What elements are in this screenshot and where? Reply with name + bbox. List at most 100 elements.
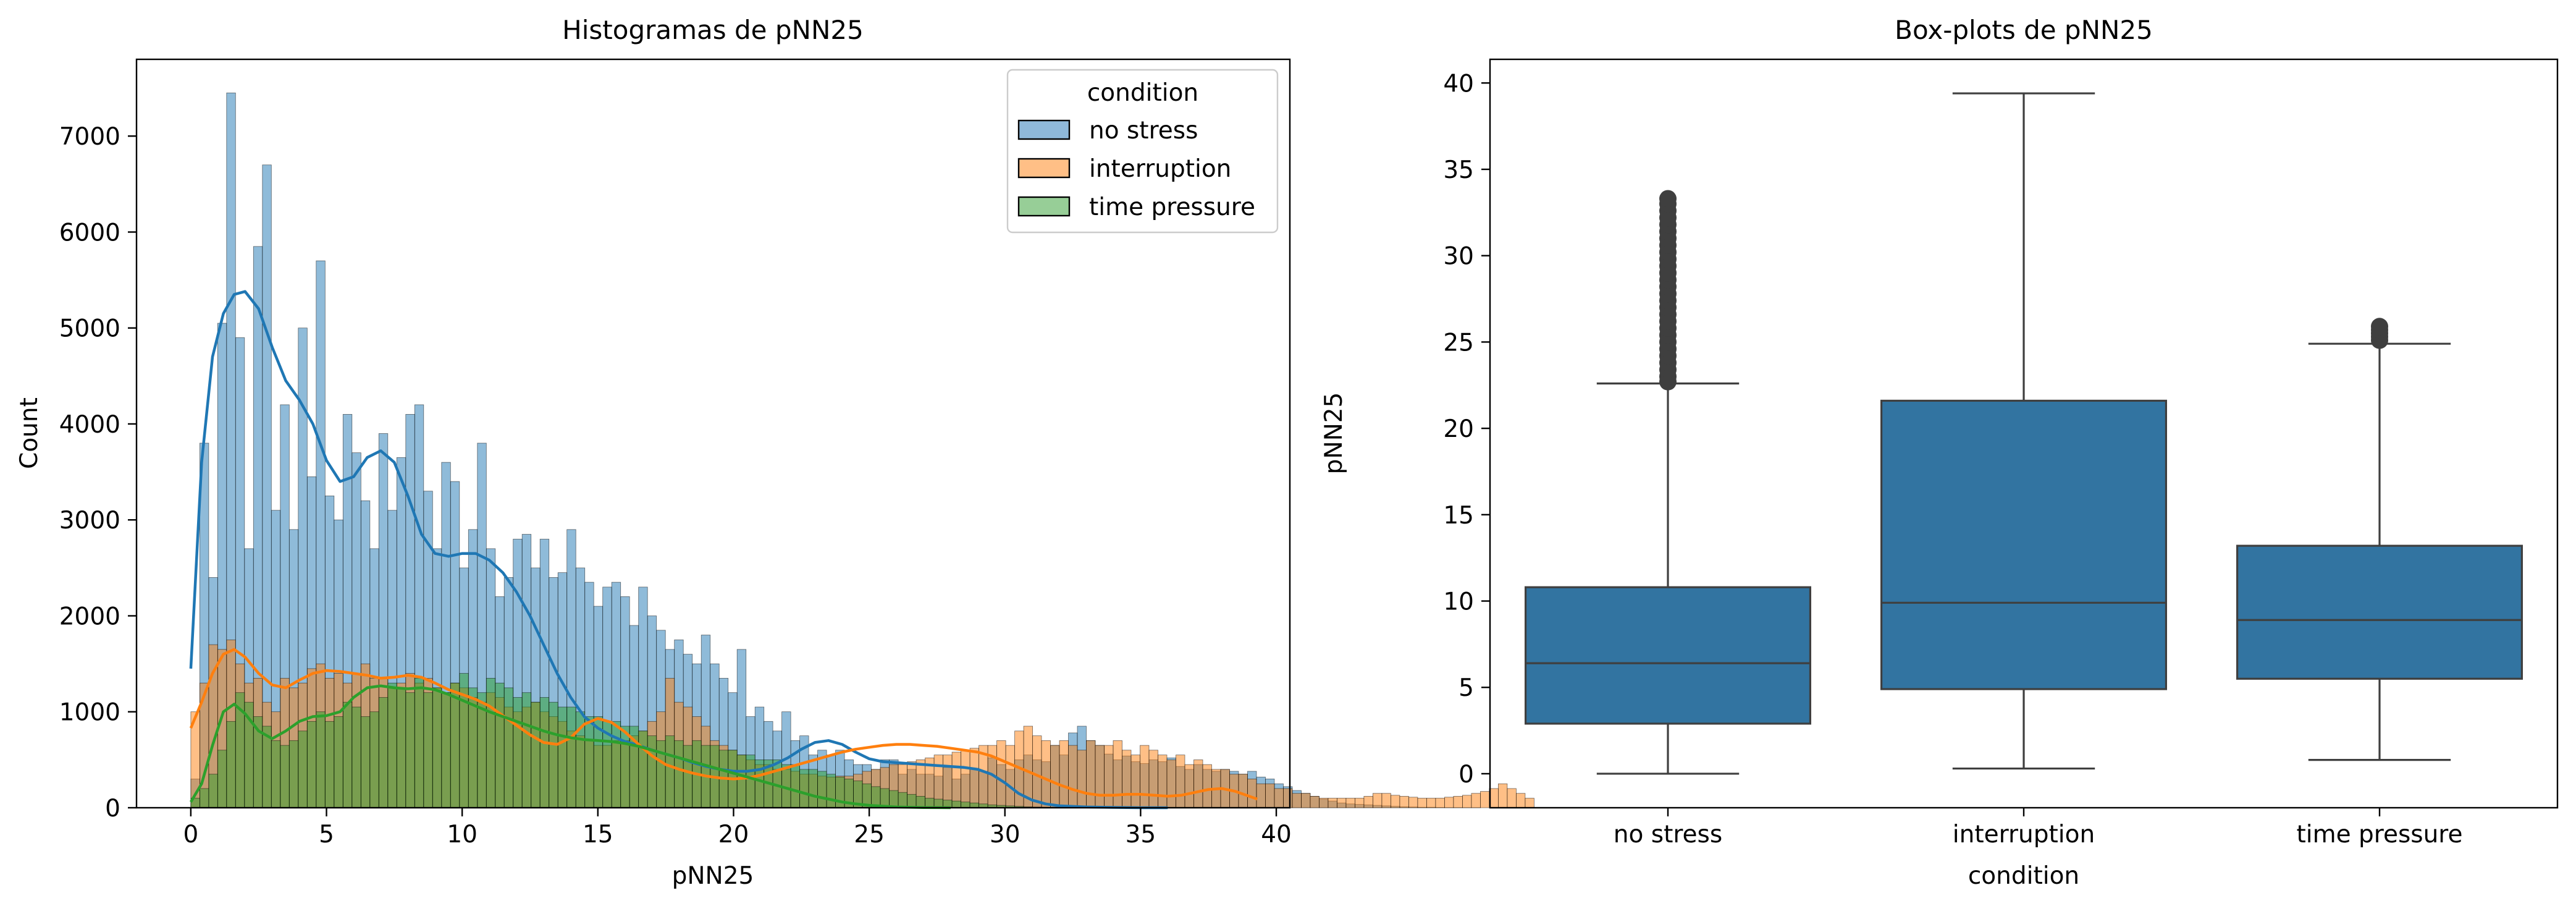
histogram-bar bbox=[1193, 760, 1203, 808]
histogram-bar bbox=[799, 769, 809, 808]
histogram-bar bbox=[521, 692, 532, 808]
histogram-bar bbox=[808, 769, 818, 808]
y-tick-label: 5 bbox=[1458, 674, 1474, 702]
histogram-bar bbox=[1086, 740, 1096, 808]
boxplot-y-label: pNN25 bbox=[1320, 392, 1348, 475]
y-tick-label: 7000 bbox=[59, 123, 120, 151]
y-tick-label: 2000 bbox=[59, 603, 120, 630]
x-tick-label: 10 bbox=[447, 821, 478, 849]
histogram-bar bbox=[369, 711, 379, 808]
boxplot-no-stress bbox=[1525, 190, 1812, 775]
histogram-legend: condition no stress interruption time pr… bbox=[1006, 69, 1279, 234]
histogram-bar bbox=[1148, 750, 1158, 808]
legend-label-interruption: interruption bbox=[1089, 155, 1231, 183]
x-tick-label: 5 bbox=[319, 821, 334, 849]
histogram-bar bbox=[549, 701, 558, 808]
histogram-bar bbox=[1095, 745, 1105, 808]
histogram-bar bbox=[288, 740, 299, 808]
histogram-bar bbox=[531, 701, 541, 808]
histogram-bar bbox=[898, 792, 907, 808]
histogram-bar bbox=[557, 706, 568, 808]
histogram-bar bbox=[306, 721, 317, 808]
histogram-bar bbox=[351, 706, 361, 808]
histogram-bar bbox=[1318, 798, 1329, 808]
histogram-bar bbox=[1104, 745, 1114, 808]
y-tick-label: 15 bbox=[1443, 502, 1474, 530]
kde-line-time-pressure bbox=[189, 684, 951, 810]
histogram-x-ticks: 0 5 10 15 20 25 30 35 40 bbox=[183, 808, 1292, 849]
histogram-bar bbox=[915, 796, 925, 808]
histogram-bar bbox=[1113, 740, 1122, 808]
histogram-bar bbox=[226, 721, 236, 808]
boxplot-x-ticks: no stress interruption time pressure bbox=[1614, 808, 2462, 849]
y-tick-label: 5000 bbox=[59, 315, 120, 343]
histogram-bar bbox=[432, 687, 442, 808]
iqr-box bbox=[1525, 586, 1812, 725]
histogram-bar bbox=[1166, 760, 1176, 808]
histogram-bar bbox=[1426, 798, 1436, 808]
iqr-box bbox=[2236, 544, 2523, 680]
histogram-bar bbox=[1292, 793, 1302, 808]
histogram-bar bbox=[1354, 798, 1365, 808]
histogram-title: Histogramas de pNN25 bbox=[562, 15, 864, 45]
outlier-point bbox=[1659, 190, 1677, 208]
x-tick-label: 0 bbox=[183, 821, 198, 849]
histogram-bar bbox=[1005, 745, 1015, 808]
histogram-bar bbox=[1041, 740, 1051, 808]
histogram-bar bbox=[665, 735, 675, 808]
histogram-bar bbox=[342, 701, 353, 808]
histogram-bar bbox=[441, 692, 451, 808]
histogram-bar bbox=[1408, 797, 1418, 808]
histogram-bar bbox=[1336, 798, 1347, 808]
y-tick-label: 30 bbox=[1443, 243, 1474, 271]
x-tick-label: 30 bbox=[990, 821, 1021, 849]
histogram-bar bbox=[513, 697, 523, 808]
y-tick-label: 3000 bbox=[59, 507, 120, 535]
histogram-bar bbox=[969, 748, 979, 808]
histogram-bar bbox=[674, 740, 684, 808]
histogram-bar bbox=[396, 687, 406, 808]
histogram-y-ticks: 0 1000 2000 3000 4000 5000 6000 7000 bbox=[59, 123, 137, 823]
histogram-bar bbox=[271, 740, 281, 808]
histogram-bar bbox=[1032, 735, 1042, 808]
histogram-bar bbox=[208, 774, 218, 808]
legend-label-time-pressure: time pressure bbox=[1089, 193, 1255, 221]
legend-title: condition bbox=[1087, 79, 1198, 107]
histogram-bar bbox=[414, 678, 424, 808]
y-tick-label: 25 bbox=[1443, 329, 1474, 357]
histogram-bar bbox=[1158, 755, 1168, 808]
histogram-bar bbox=[280, 745, 290, 808]
histogram-bar bbox=[611, 721, 621, 808]
histogram-bar bbox=[1435, 798, 1445, 808]
histogram-panel: 0 5 10 15 20 25 30 35 40 0 1000 2000 3000 4000 5000 60… bbox=[15, 15, 1534, 890]
x-tick-label: 15 bbox=[583, 821, 613, 849]
histogram-bar bbox=[1256, 783, 1266, 808]
x-tick-label: interruption bbox=[1953, 821, 2095, 849]
histogram-bar bbox=[746, 755, 756, 808]
histogram-bar bbox=[754, 760, 765, 808]
boxplot-boxes bbox=[1525, 92, 2523, 775]
y-tick-label: 4000 bbox=[59, 411, 120, 439]
x-tick-label: 35 bbox=[1126, 821, 1156, 849]
histogram-bar bbox=[943, 755, 953, 808]
histogram-bar bbox=[387, 682, 397, 808]
histogram-bar bbox=[1471, 793, 1481, 808]
histogram-bar bbox=[450, 682, 460, 808]
y-tick-label: 10 bbox=[1443, 588, 1474, 616]
histogram-bar bbox=[817, 771, 827, 808]
histogram-bar bbox=[1417, 798, 1427, 808]
histogram-bar bbox=[1050, 745, 1060, 808]
histogram-axes-frame bbox=[135, 58, 1291, 809]
histogram-bar bbox=[539, 697, 550, 808]
histogram-bar bbox=[1184, 764, 1194, 808]
legend-label-no-stress: no stress bbox=[1089, 117, 1198, 145]
histogram-bar bbox=[1462, 795, 1472, 808]
histogram-bar bbox=[1497, 783, 1508, 808]
histogram-bar bbox=[951, 800, 961, 808]
histogram-bar bbox=[1328, 798, 1337, 808]
legend-swatch-time-pressure bbox=[1017, 196, 1071, 217]
histogram-bar bbox=[996, 740, 1006, 808]
histogram-bar bbox=[1444, 797, 1454, 808]
histogram-bar bbox=[1345, 798, 1355, 808]
